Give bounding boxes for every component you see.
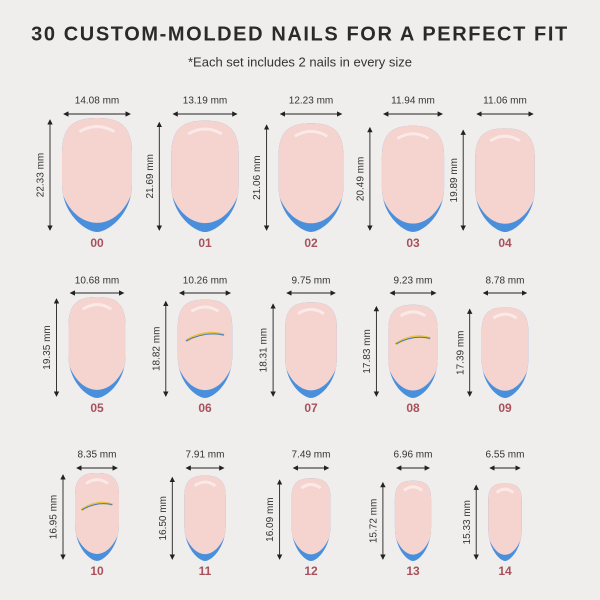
size-label: 00 [90, 236, 104, 250]
nail-shine [81, 303, 113, 311]
nail-body [291, 478, 331, 555]
nail-body [75, 473, 119, 554]
nail-item: 6.55 mm 15.33 mm 14 [462, 450, 525, 579]
width-label: 8.78 mm [486, 276, 525, 287]
length-label: 17.83 mm [362, 329, 373, 373]
nail-body [171, 120, 239, 224]
width-label: 7.49 mm [292, 450, 331, 461]
nail-body [68, 297, 126, 390]
nail-logo-edge [395, 336, 431, 345]
nail-logo-edge [81, 503, 113, 511]
length-label: 18.82 mm [151, 327, 162, 371]
length-label: 15.72 mm [369, 499, 380, 543]
size-label: 12 [304, 564, 318, 578]
length-label: 15.33 mm [462, 500, 473, 544]
size-label: 08 [406, 401, 420, 415]
width-label: 6.55 mm [486, 450, 525, 461]
nail-item: 8.78 mm 17.39 mm 09 [455, 276, 529, 415]
width-label: 13.19 mm [183, 96, 227, 107]
nail-shine [187, 127, 223, 136]
title: 30 CUSTOM-MOLDED NAILS FOR A PERFECT FIT [31, 23, 569, 45]
length-label: 16.50 mm [158, 496, 169, 540]
width-label: 14.08 mm [75, 96, 119, 107]
width-label: 6.96 mm [394, 450, 433, 461]
nail-item: 10.68 mm 19.35 mm 05 [42, 276, 126, 415]
nail-body [475, 128, 535, 224]
width-label: 8.35 mm [78, 450, 117, 461]
width-label: 10.26 mm [183, 276, 227, 287]
nail-item: 11.06 mm 19.89 mm 04 [449, 96, 535, 250]
nail-shine [85, 478, 109, 485]
length-label: 19.35 mm [42, 325, 53, 369]
nail-shine [300, 482, 322, 490]
nail-body [184, 475, 226, 555]
width-label: 12.23 mm [289, 96, 333, 107]
nail-shine [190, 305, 220, 313]
nail-item: 7.91 mm 16.50 mm 11 [158, 450, 226, 578]
nail-item: 13.19 mm 21.69 mm 01 [145, 96, 239, 250]
size-label: 07 [304, 401, 318, 415]
nail-item: 14.08 mm 22.33 mm 00 [36, 96, 132, 250]
size-label: 03 [406, 236, 420, 250]
nail-item: 7.49 mm 16.09 mm 12 [265, 450, 331, 579]
nail-shine [78, 125, 116, 133]
size-label: 11 [199, 564, 212, 578]
size-label: 13 [406, 564, 420, 578]
nail-item: 9.23 mm 17.83 mm 08 [362, 276, 438, 415]
length-label: 16.09 mm [265, 497, 276, 541]
nail-body [278, 123, 344, 224]
size-label: 14 [498, 564, 512, 578]
width-label: 7.91 mm [186, 450, 225, 461]
width-label: 11.94 mm [391, 96, 435, 107]
length-label: 18.31 mm [259, 328, 270, 372]
width-label: 9.75 mm [292, 276, 331, 287]
length-label: 17.39 mm [455, 330, 466, 374]
nail-shine [492, 312, 518, 320]
size-label: 04 [498, 236, 512, 250]
nail-body [394, 480, 432, 555]
nail-body [481, 307, 529, 391]
size-label: 05 [90, 401, 104, 415]
nail-shine [403, 485, 423, 492]
nail-shine [294, 129, 328, 138]
nail-body [388, 304, 438, 391]
nail-shine [396, 132, 430, 140]
width-label: 11.06 mm [483, 96, 527, 107]
nail-shine [495, 487, 515, 494]
size-label: 09 [498, 401, 512, 415]
nail-item: 9.75 mm 18.31 mm 07 [259, 276, 337, 415]
nail-body [488, 483, 522, 555]
nail-body [381, 125, 445, 224]
nail-shine [297, 307, 325, 315]
size-label: 10 [90, 564, 104, 578]
length-label: 21.06 mm [252, 155, 263, 199]
size-label: 02 [304, 236, 318, 250]
width-label: 10.68 mm [75, 276, 119, 287]
nail-body [285, 302, 337, 391]
nail-item: 12.23 mm 21.06 mm 02 [252, 96, 344, 250]
nail-item: 11.94 mm 20.49 mm 03 [356, 96, 445, 250]
nail-item: 6.96 mm 15.72 mm 13 [369, 450, 433, 579]
nail-shine [489, 134, 521, 143]
length-label: 16.95 mm [49, 495, 60, 539]
width-label: 9.23 mm [394, 276, 433, 287]
length-label: 19.89 mm [449, 158, 460, 202]
subtitle: *Each set includes 2 nails in every size [188, 54, 412, 69]
length-label: 21.69 mm [145, 154, 156, 198]
size-label: 06 [198, 401, 212, 415]
nail-item: 8.35 mm 16.95 mm 10 [49, 450, 119, 578]
length-label: 20.49 mm [356, 157, 367, 201]
nail-body [62, 118, 132, 223]
length-label: 22.33 mm [36, 153, 47, 197]
nail-item: 10.26 mm 18.82 mm 06 [151, 276, 233, 415]
nail-shine [193, 480, 217, 488]
nail-body [177, 299, 233, 391]
nail-logo-edge [185, 333, 225, 342]
size-label: 01 [198, 236, 212, 250]
nail-shine [399, 310, 427, 318]
